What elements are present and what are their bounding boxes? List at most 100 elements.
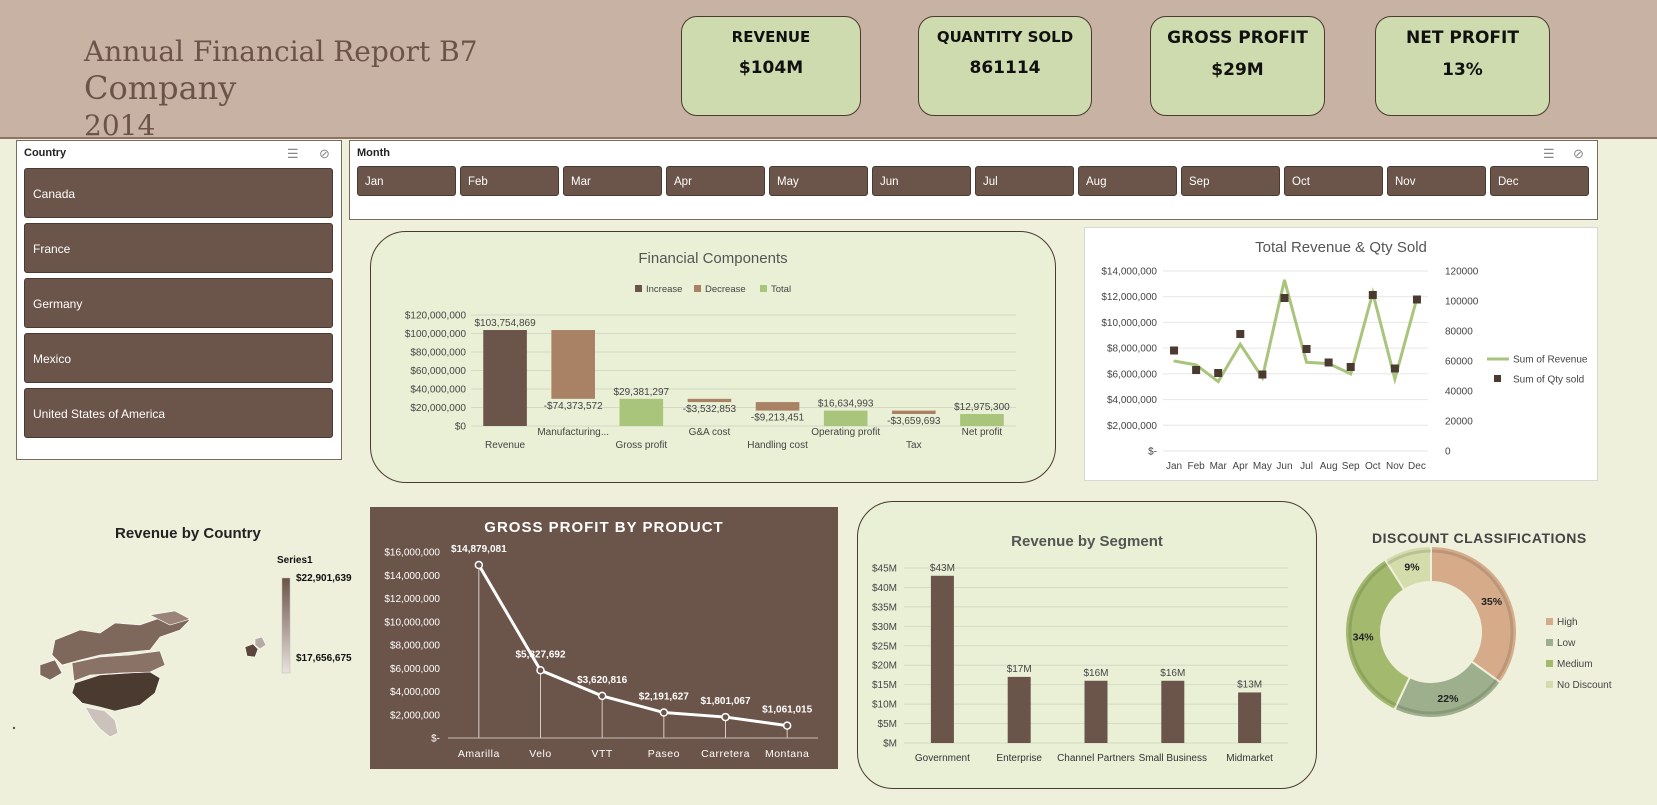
waterfall-bar: [551, 330, 595, 399]
y-tick-label: $4,000,000: [390, 687, 440, 698]
month-item-jun[interactable]: Jun: [872, 166, 971, 196]
country-item-france[interactable]: France: [24, 223, 333, 273]
x-tick-label: Montana: [765, 748, 809, 760]
y-tick-label: $4,000,000: [1107, 395, 1157, 406]
revenue-by-segment-chart: $M $5M $10M $15M $20M $25M $30M $35M $40M $45M $43…: [872, 563, 1288, 764]
y-tick-label: $8,000,000: [390, 641, 440, 652]
x-tick-label: G&A cost: [689, 427, 731, 438]
data-label: $16M: [1083, 668, 1108, 679]
country-item-germany[interactable]: Germany: [24, 278, 333, 328]
qty-marker: [1214, 369, 1223, 377]
data-label: $1,801,067: [700, 696, 750, 707]
map-region-alaska: [39, 659, 63, 681]
y2-tick-label: 60000: [1445, 357, 1473, 368]
month-item-sep[interactable]: Sep: [1181, 166, 1280, 196]
y2-tick-label: 20000: [1445, 417, 1473, 428]
financial-components-panel: Financial Components $0 $20,000,000 $40,00…: [370, 231, 1056, 483]
gross-profit-chart: $- $2,000,000 $4,000,000 $6,000,000 $8,000,0…: [384, 544, 818, 760]
clear-filter-icon[interactable]: ⊘: [1573, 146, 1584, 161]
map-region-mexico: [84, 706, 119, 738]
y2-tick-label: 80000: [1445, 327, 1473, 338]
gross-profit-panel: GROSS PROFIT BY PRODUCT $- $2,000,000 $4,0…: [370, 507, 838, 769]
x-tick-label: Net profit: [962, 427, 1003, 438]
y-tick-label: $2,000,000: [390, 710, 440, 721]
map-legend-gradient: [281, 577, 291, 674]
x-tick-label: Paseo: [648, 748, 680, 760]
country-item-mexico[interactable]: Mexico: [24, 333, 333, 383]
x-tick-label: Nov: [1386, 461, 1404, 472]
profit-point: [721, 712, 730, 722]
legend-swatch: [1546, 681, 1553, 688]
revenue-line: [1173, 279, 1419, 385]
legend-label: Medium: [1557, 659, 1593, 670]
qty-marker: [1192, 366, 1201, 374]
y-tick-label: $30M: [872, 622, 897, 633]
data-label: $16M: [1160, 668, 1185, 679]
profit-point: [536, 666, 545, 675]
country-item-canada[interactable]: Canada: [24, 168, 333, 218]
month-item-jan[interactable]: Jan: [357, 166, 456, 196]
chart-title: GROSS PROFIT BY PRODUCT: [484, 519, 724, 536]
country-item-usa[interactable]: United States of America: [24, 388, 333, 438]
revenue-point: [1283, 279, 1286, 281]
discount-chart: 35% 22% 34% 9% High Low Medium No Discount: [1345, 544, 1612, 719]
donut-slice: [1345, 558, 1412, 712]
x-tick-label: Channel Partners: [1057, 753, 1135, 764]
month-item-oct[interactable]: Oct: [1284, 166, 1383, 196]
kpi-card-revenue: REVENUE $104M: [681, 16, 861, 116]
kpi-value: $104M: [738, 58, 804, 78]
month-item-apr[interactable]: Apr: [666, 166, 765, 196]
kpi-card-net-profit: NET PROFIT 13%: [1375, 16, 1550, 116]
revenue-qty-panel: Total Revenue & Qty Sold $- $2,000,000 $4,…: [1084, 227, 1598, 481]
y-tick-label: $14,000,000: [384, 571, 440, 582]
y-tick-label: $40M: [872, 583, 897, 594]
revenue-point: [1195, 364, 1197, 366]
legend-label: Total: [771, 284, 791, 295]
y-tick-label: $100,000,000: [405, 329, 467, 340]
legend-swatch: [1494, 375, 1501, 382]
month-item-mar[interactable]: Mar: [563, 166, 662, 196]
y-tick-label: $20,000,000: [410, 403, 466, 414]
segment-bar: [1161, 680, 1185, 743]
y-tick-label: $20M: [872, 661, 897, 672]
y-tick-label: $35M: [872, 602, 897, 613]
y-tick-label: $6,000,000: [390, 664, 440, 675]
data-label: $13M: [1237, 679, 1262, 690]
y-tick-label: $10M: [872, 700, 897, 711]
clear-filter-icon[interactable]: ⊘: [319, 146, 330, 161]
month-item-may[interactable]: May: [769, 166, 868, 196]
month-item-aug[interactable]: Aug: [1078, 166, 1177, 196]
month-item-nov[interactable]: Nov: [1387, 166, 1486, 196]
y-tick-label: $12,000,000: [1101, 292, 1157, 303]
data-label: $12,975,300: [954, 402, 1010, 413]
waterfall-bar: [755, 402, 800, 411]
y2-tick-label: 100000: [1445, 297, 1479, 308]
header-divider: [0, 137, 1657, 139]
waterfall-bar: [892, 410, 936, 414]
y-tick-label: $-: [431, 734, 440, 745]
data-label: 9%: [1404, 562, 1420, 574]
month-item-jul[interactable]: Jul: [975, 166, 1074, 196]
month-item-dec[interactable]: Dec: [1490, 166, 1589, 196]
map-region-usa: [71, 671, 161, 712]
data-label: $2,191,627: [639, 692, 689, 703]
country-map: Series1 $22,901,639 $17,656,675: [12, 555, 352, 738]
waterfall-bar: [823, 410, 868, 426]
y-tick-label: $14,000,000: [1101, 267, 1157, 278]
x-tick-label: Mar: [1210, 461, 1228, 472]
map-region-north: [149, 610, 191, 626]
multi-select-icon[interactable]: ☰: [1543, 146, 1555, 161]
kpi-card-quantity-sold: QUANTITY SOLD 861114: [918, 16, 1092, 116]
slicer-title: Month: [357, 147, 390, 159]
data-label: $5,827,692: [515, 649, 565, 660]
data-label: $3,620,816: [577, 675, 627, 686]
revenue-point: [1349, 373, 1352, 375]
y-tick-label: $M: [883, 739, 897, 750]
x-tick-label: Jun: [1276, 461, 1292, 472]
qty-marker: [1236, 330, 1245, 338]
map-region-canada-south: [71, 650, 166, 682]
month-item-feb[interactable]: Feb: [460, 166, 559, 196]
data-label: $1,061,015: [762, 705, 812, 716]
x-tick-label: Carretera: [701, 748, 750, 760]
multi-select-icon[interactable]: ☰: [287, 146, 299, 161]
